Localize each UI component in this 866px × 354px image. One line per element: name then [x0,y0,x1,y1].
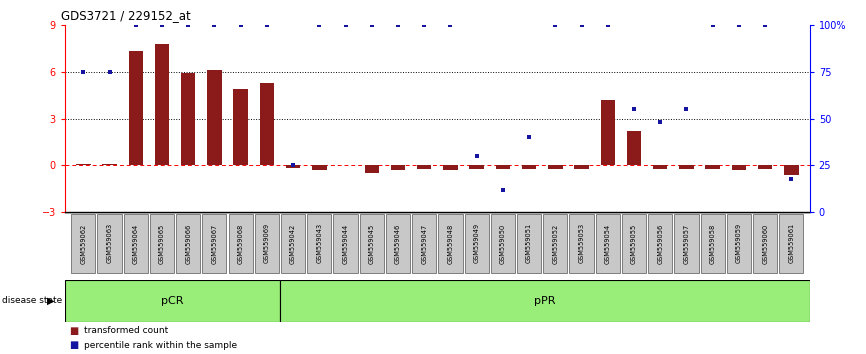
Bar [359,214,384,273]
Bar [443,165,457,170]
Text: GSM559067: GSM559067 [211,223,217,263]
Text: GSM559057: GSM559057 [683,223,689,263]
Bar [601,100,615,165]
Bar [417,165,431,170]
Bar [548,165,563,169]
Text: GSM559068: GSM559068 [237,223,243,263]
Bar [574,165,589,169]
Bar [155,44,169,165]
Bar [128,51,143,165]
Bar [570,214,593,273]
Bar [229,214,253,273]
Bar [675,214,699,273]
Text: GSM559055: GSM559055 [631,223,637,263]
Bar [438,214,462,273]
Bar [333,214,358,273]
Text: GSM559052: GSM559052 [553,223,559,263]
Text: GSM559046: GSM559046 [395,223,401,263]
Text: GSM559048: GSM559048 [448,223,454,263]
Bar [732,165,746,170]
Bar [596,214,620,273]
Text: GSM559062: GSM559062 [81,223,87,263]
Bar [203,214,227,273]
Text: GSM559060: GSM559060 [762,223,768,263]
Bar [469,165,484,169]
Bar [150,214,174,273]
Bar [464,214,488,273]
Text: GSM559059: GSM559059 [736,223,742,263]
Text: percentile rank within the sample: percentile rank within the sample [84,341,237,350]
Bar [176,214,200,273]
Bar [758,165,772,169]
Text: GSM559051: GSM559051 [527,223,532,263]
Bar [234,89,248,165]
Text: GSM559050: GSM559050 [500,223,506,263]
Bar [491,214,515,273]
Bar [701,214,725,273]
Bar [627,131,641,165]
Text: pPR: pPR [534,296,556,306]
Bar [391,165,405,170]
Bar [412,214,436,273]
Bar [753,214,777,273]
Bar [653,165,668,169]
Bar [784,165,798,175]
Bar [706,165,720,169]
Text: GSM559053: GSM559053 [578,223,585,263]
Bar [648,214,672,273]
Text: GSM559043: GSM559043 [316,223,322,263]
Bar [207,70,222,165]
Text: GSM559063: GSM559063 [107,223,113,263]
Text: GSM559066: GSM559066 [185,223,191,263]
Text: GDS3721 / 229152_at: GDS3721 / 229152_at [61,9,191,22]
Bar [124,214,148,273]
Bar [517,214,541,273]
Bar [281,214,305,273]
Text: GSM559049: GSM559049 [474,223,480,263]
Bar [622,214,646,273]
Bar [495,165,510,169]
Text: GSM559058: GSM559058 [709,223,715,263]
Text: ■: ■ [69,340,79,350]
Bar [76,164,91,165]
Text: GSM559065: GSM559065 [159,223,165,263]
Text: GSM559045: GSM559045 [369,223,375,263]
Bar [307,214,332,273]
Text: GSM559042: GSM559042 [290,223,296,263]
Bar [679,165,694,169]
Bar [71,214,95,273]
Bar [286,165,301,168]
Text: GSM559044: GSM559044 [343,223,348,263]
Bar [280,280,810,322]
Bar [386,214,410,273]
Bar [779,214,804,273]
Text: transformed count: transformed count [84,326,168,336]
Bar [260,82,274,165]
Bar [102,164,117,165]
Text: GSM559064: GSM559064 [132,223,139,263]
Text: GSM559056: GSM559056 [657,223,663,263]
Text: GSM559061: GSM559061 [788,223,794,263]
Bar [98,214,121,273]
Bar [522,165,536,169]
Text: pCR: pCR [161,296,184,306]
Text: ▶: ▶ [47,296,55,306]
Bar [543,214,567,273]
Text: GSM559047: GSM559047 [421,223,427,263]
Text: ■: ■ [69,326,79,336]
Bar [65,280,280,322]
Text: disease state: disease state [2,296,62,306]
Bar [255,214,279,273]
Bar [727,214,751,273]
Bar [365,165,379,173]
Text: GSM559069: GSM559069 [264,223,270,263]
Text: GSM559054: GSM559054 [604,223,611,263]
Bar [181,73,196,165]
Bar [312,165,326,170]
